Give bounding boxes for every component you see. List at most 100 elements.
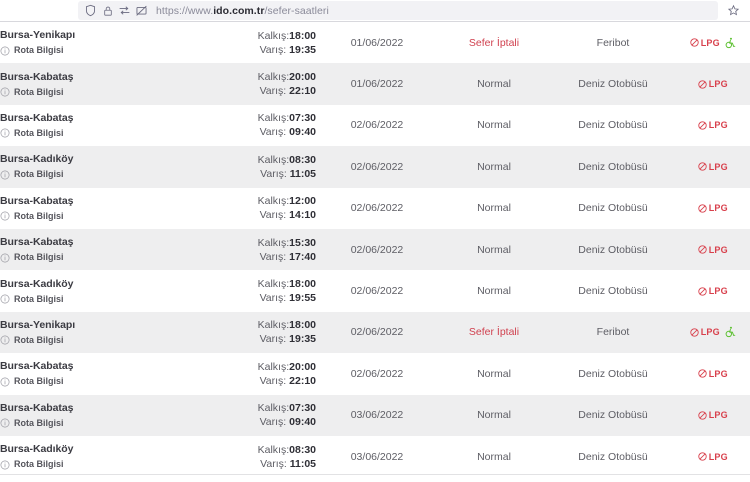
status-badge: Normal [477,409,511,422]
vehicle-type: Deniz Otobüsü [578,119,648,132]
vehicle-type: Deniz Otobüsü [578,409,648,422]
info-icon [0,170,10,180]
date-cell: 02/06/2022 [316,188,438,229]
date-cell: 02/06/2022 [316,229,438,270]
amenities-cell: LPG [676,188,750,229]
arrival-time: Varış: 09:40 [259,126,316,139]
address-bar[interactable]: https://www.ido.com.tr/sefer-saatleri [78,1,718,20]
vehicle-type: Deniz Otobüsü [578,160,648,173]
lpg-label: LPG [708,410,728,421]
status-badge: Normal [477,285,511,298]
no-lpg-icon: LPG [698,410,728,420]
no-lpg-icon: LPG [698,286,728,296]
departure-time: Kalkış:15:30 [257,236,316,249]
route-name: Bursa-Kadıköy [0,153,74,166]
status-cell: Normal [438,395,550,436]
vehicle-cell: Deniz Otobüsü [550,353,676,394]
route-info-link[interactable]: Rota Bilgisi [0,459,190,470]
bookmark-star-icon[interactable] [722,1,744,20]
no-lpg-icon: LPG [690,38,720,48]
route-cell: Bursa-Kabataş Rota Bilgisi [0,353,190,394]
route-info-link[interactable]: Rota Bilgisi [0,211,190,222]
date-cell: 02/06/2022 [316,146,438,187]
route-name: Bursa-Kabataş [0,236,74,249]
schedule-row[interactable]: Bursa-Kadıköy Rota Bilgisi Kalkış:08:30 Var… [0,435,750,478]
info-icon [0,128,10,138]
vehicle-cell: Feribot [550,312,676,353]
amenity-icon-group: LPG [676,369,750,379]
prohibition-icon [690,328,699,337]
schedule-row[interactable]: Bursa-Yenikapı Rota Bilgisi Kalkış:18:00 Va… [0,311,750,354]
amenity-icon-group: LPG [676,410,750,420]
amenities-cell: LPG [676,229,750,270]
info-icon [0,87,10,97]
shield-icon[interactable] [84,4,97,17]
status-badge: Normal [477,119,511,132]
url-text[interactable]: https://www.ido.com.tr/sefer-saatleri [156,4,329,17]
prohibition-icon [698,286,707,296]
no-lpg-icon: LPG [698,79,728,89]
route-info-link[interactable]: Rota Bilgisi [0,335,190,346]
departure-time: Kalkış:18:00 [257,29,316,42]
no-lpg-icon: LPG [698,162,728,172]
trip-date: 02/06/2022 [350,160,404,173]
schedule-row[interactable]: Bursa-Yenikapı Rota Bilgisi Kalkış:18:00 Va… [0,22,750,64]
route-cell: Bursa-Kadıköy Rota Bilgisi [0,270,190,311]
schedule-row[interactable]: Bursa-Kabataş Rota Bilgisi Kalkış:20:00 Var… [0,353,750,395]
media-blocked-icon[interactable] [135,4,148,17]
schedule-page: Bursa-Yenikapı Rota Bilgisi Kalkış:18:00 Va… [0,22,750,482]
route-info-link[interactable]: Rota Bilgisi [0,376,190,387]
status-badge: Normal [477,202,511,215]
times-cell: Kalkış:20:00 Varış: 22:10 [190,63,316,104]
route-info-link[interactable]: Rota Bilgisi [0,87,190,98]
status-cell: Sefer İptali [438,22,550,63]
status-badge: Normal [477,367,511,380]
schedule-row[interactable]: Bursa-Kadıköy Rota Bilgisi Kalkış:18:00 Var… [0,270,750,312]
route-info-label: Rota Bilgisi [14,459,64,470]
prohibition-icon [698,162,707,172]
amenities-cell: LPG [676,270,750,311]
times-cell: Kalkış:07:30 Varış: 09:40 [190,395,316,436]
info-icon [0,294,10,304]
departure-time: Kalkış:18:00 [257,319,316,332]
departure-time: Kalkış:20:00 [257,71,316,84]
vehicle-type: Deniz Otobüsü [578,450,648,463]
status-cell: Normal [438,63,550,104]
route-cell: Bursa-Kabataş Rota Bilgisi [0,188,190,229]
route-name: Bursa-Kadıköy [0,277,74,290]
vehicle-cell: Deniz Otobüsü [550,395,676,436]
route-info-link[interactable]: Rota Bilgisi [0,418,190,429]
schedule-row[interactable]: Bursa-Kabataş Rota Bilgisi Kalkış:15:30 Var… [0,228,750,271]
route-info-link[interactable]: Rota Bilgisi [0,169,190,180]
route-info-link[interactable]: Rota Bilgisi [0,294,190,305]
lock-icon[interactable] [101,4,114,17]
route-cell: Bursa-Kadıköy Rota Bilgisi [0,146,190,187]
arrival-time: Varış: 11:05 [260,457,316,470]
page-bottom-strip [0,474,750,482]
schedule-row[interactable]: Bursa-Kabataş Rota Bilgisi Kalkış:07:30 Var… [0,394,750,436]
schedule-row[interactable]: Bursa-Kabataş Rota Bilgisi Kalkış:07:30 Var… [0,104,750,147]
prohibition-icon [698,121,707,130]
lpg-label: LPG [708,203,728,214]
schedule-row[interactable]: Bursa-Kadıköy Rota Bilgisi Kalkış:08:30 Var… [0,146,750,188]
times-cell: Kalkış:18:00 Varış: 19:55 [190,270,316,311]
route-info-label: Rota Bilgisi [14,334,64,345]
route-info-link[interactable]: Rota Bilgisi [0,252,190,263]
vehicle-type: Feribot [596,36,630,49]
schedule-row[interactable]: Bursa-Kabataş Rota Bilgisi Kalkış:20:00 Var… [0,63,750,105]
amenities-cell: LPG [676,63,750,104]
status-cell: Sefer İptali [438,312,550,353]
no-lpg-icon: LPG [698,369,728,379]
route-info-link[interactable]: Rota Bilgisi [0,45,190,56]
arrival-time: Varış: 22:10 [259,374,316,387]
departure-time: Kalkış:07:30 [257,402,316,415]
amenity-icon-group: LPG [676,79,750,89]
status-badge: Normal [477,78,511,91]
route-info-link[interactable]: Rota Bilgisi [0,128,190,139]
trip-date: 03/06/2022 [350,450,404,463]
tracking-protection-icon[interactable] [118,4,131,17]
date-cell: 02/06/2022 [316,270,438,311]
arrival-time: Varış: 11:05 [260,167,316,180]
times-cell: Kalkış:18:00 Varış: 19:35 [190,22,316,63]
schedule-row[interactable]: Bursa-Kabataş Rota Bilgisi Kalkış:12:00 Var… [0,187,750,229]
